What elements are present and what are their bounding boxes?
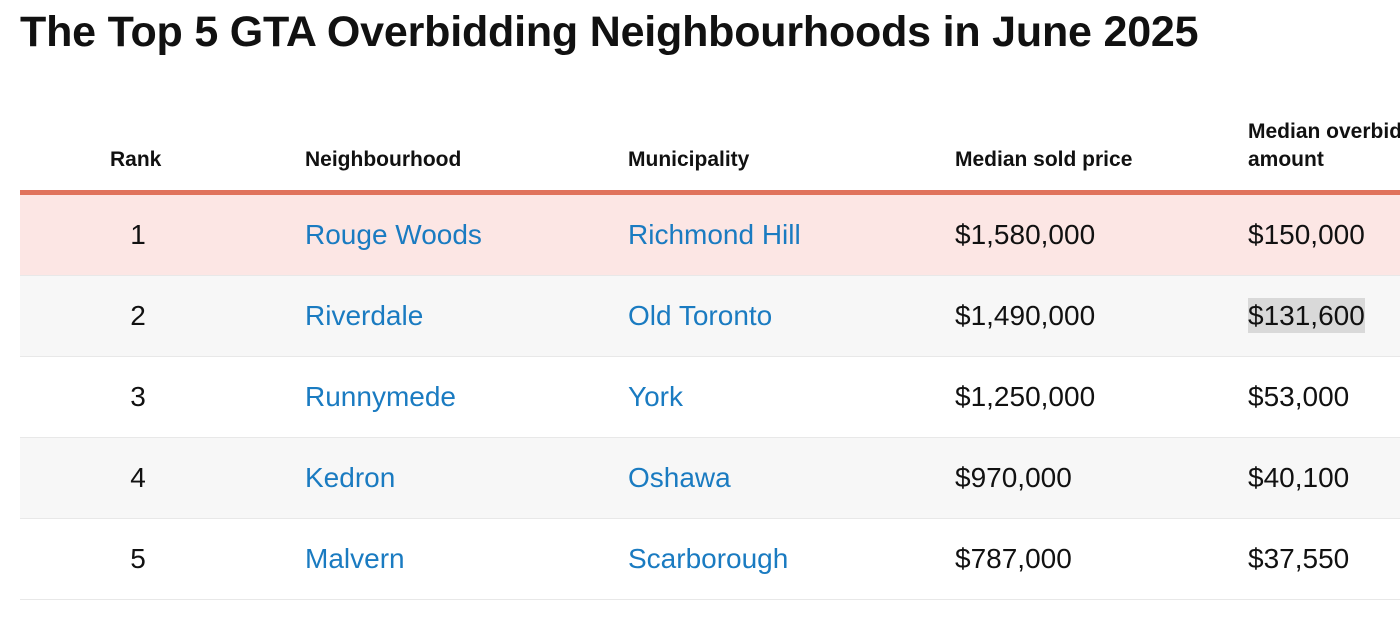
- neighbourhood-link[interactable]: Runnymede: [305, 381, 456, 412]
- neighbourhood-link[interactable]: Rouge Woods: [305, 219, 482, 250]
- median-sold-price-cell: $970,000: [955, 462, 1072, 493]
- header-overbid-line1: Median overbid: [1248, 120, 1400, 143]
- municipality-link[interactable]: Richmond Hill: [628, 219, 801, 250]
- rank-cell: 4: [130, 462, 146, 493]
- rank-cell: 1: [130, 219, 146, 250]
- rank-cell: 5: [130, 543, 146, 574]
- selected-text: $131,600: [1248, 298, 1365, 333]
- table-header-row: Rank Neighbourhood Municipality Median s…: [20, 110, 1400, 195]
- table-body: 1 Rouge Woods Richmond Hill $1,580,000 $…: [20, 195, 1400, 600]
- median-overbid-cell: $131,600: [1248, 276, 1365, 356]
- median-sold-price-cell: $1,490,000: [955, 300, 1096, 331]
- header-municipality: Municipality: [628, 148, 750, 171]
- median-overbid-cell: $40,100: [1248, 462, 1350, 493]
- header-overbid-line2: amount: [1248, 148, 1324, 171]
- overbidding-table: Rank Neighbourhood Municipality Median s…: [20, 110, 1400, 630]
- header-rank: Rank: [110, 148, 162, 171]
- table-row: 4 Kedron Oshawa $970,000 $40,100: [20, 438, 1400, 519]
- municipality-link[interactable]: Oshawa: [628, 462, 731, 493]
- median-overbid-cell: $150,000: [1248, 219, 1365, 250]
- median-sold-price-cell: $1,250,000: [955, 381, 1096, 412]
- header-median-overbid-amount: Median overbid amount: [1248, 118, 1400, 174]
- header-neighbourhood: Neighbourhood: [305, 148, 462, 171]
- neighbourhood-link[interactable]: Kedron: [305, 462, 396, 493]
- header-median-sold-price: Median sold price: [955, 148, 1133, 171]
- table-row: 3 Runnymede York $1,250,000 $53,000: [20, 357, 1400, 438]
- municipality-link[interactable]: York: [628, 381, 684, 412]
- table-row: 2 Riverdale Old Toronto $1,490,000 $131,…: [20, 276, 1400, 357]
- table-row: 5 Malvern Scarborough $787,000 $37,550: [20, 519, 1400, 600]
- page-title: The Top 5 GTA Overbidding Neighbourhoods…: [20, 8, 1199, 56]
- median-sold-price-cell: $1,580,000: [955, 219, 1096, 250]
- median-overbid-cell: $53,000: [1248, 381, 1350, 412]
- median-overbid-cell: $37,550: [1248, 543, 1350, 574]
- table-row: 1 Rouge Woods Richmond Hill $1,580,000 $…: [20, 195, 1400, 276]
- neighbourhood-link[interactable]: Riverdale: [305, 300, 424, 331]
- rank-cell: 3: [130, 381, 146, 412]
- municipality-link[interactable]: Old Toronto: [628, 300, 773, 331]
- neighbourhood-link[interactable]: Malvern: [305, 543, 405, 574]
- rank-cell: 2: [130, 300, 146, 331]
- median-sold-price-cell: $787,000: [955, 543, 1072, 574]
- municipality-link[interactable]: Scarborough: [628, 543, 789, 574]
